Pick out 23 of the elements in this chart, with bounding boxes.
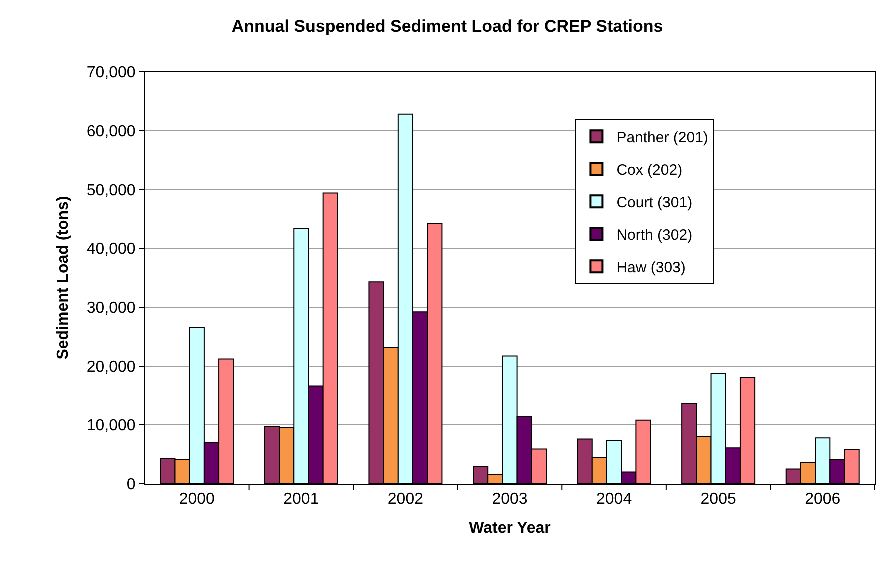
x-tick-label: 2006 (805, 491, 841, 508)
y-tick-label: 50,000 (86, 182, 136, 200)
x-tick-label: 2000 (179, 491, 216, 508)
legend-label: Haw (303) (616, 259, 686, 276)
legend-label: Panther (201) (616, 129, 708, 146)
y-tick-label: 20,000 (86, 358, 136, 376)
x-tick-label: 2003 (492, 491, 528, 508)
x-tick-label: 2001 (284, 491, 320, 508)
x-tick-label: 2004 (596, 491, 632, 508)
y-tick-label: 60,000 (86, 123, 136, 140)
y-tick-label: 0 (126, 476, 136, 494)
x-tick-label: 2005 (700, 491, 736, 508)
y-tick-label: 10,000 (86, 418, 136, 435)
y-tick-label: 30,000 (86, 300, 136, 318)
legend-label: North (302) (616, 226, 693, 244)
y-axis-title: Sediment Load (tons) (54, 196, 72, 360)
chart-title: Annual Suspended Sediment Load for CREP Stations (232, 16, 664, 36)
x-tick-label: 2002 (388, 491, 424, 508)
legend-label: Cox (202) (616, 162, 683, 179)
x-axis-title: Water Year (469, 520, 551, 537)
legend-label: Court (301) (616, 194, 693, 212)
y-tick-label: 70,000 (86, 64, 136, 82)
y-tick-label: 40,000 (86, 241, 136, 258)
